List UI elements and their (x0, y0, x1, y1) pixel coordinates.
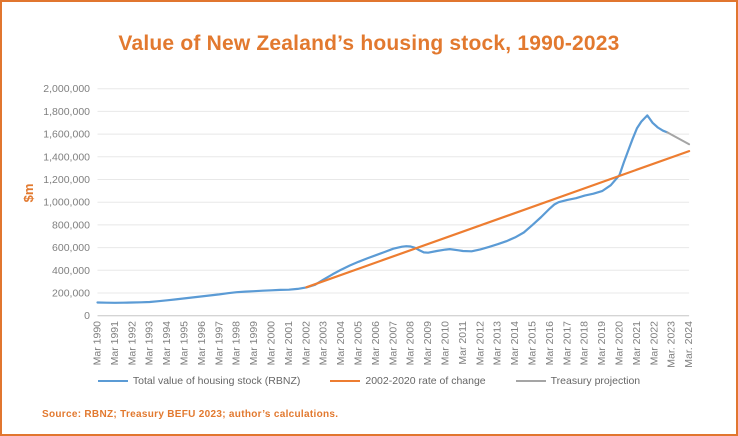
y-tick-label: 1,000,000 (43, 197, 90, 209)
y-tick-label: 600,000 (52, 242, 90, 254)
x-tick-label: Mar 2014 (509, 321, 521, 366)
legend-line-swatch-orange (330, 379, 361, 383)
y-gridlines (97, 88, 690, 317)
x-tick-label: Mar 2003 (318, 321, 330, 366)
x-tick-label: Mar 1999 (248, 321, 260, 366)
x-tick-label: Mar 1998 (231, 321, 243, 366)
x-tick-label: Mar. 2024 (683, 321, 695, 368)
y-tick-label: 1,600,000 (43, 129, 90, 141)
x-tick-label: Mar 1996 (196, 321, 208, 366)
legend-item-total-value: Total value of housing stock (RBNZ) (97, 375, 301, 387)
series-line-total-value-of-housing-stock-rbnz (96, 114, 669, 304)
y-tick-label: 200,000 (52, 288, 90, 300)
x-axis-tick-labels: Mar 1990 Mar 1991 Mar 1992 Mar 1993 Mar 1994… (92, 321, 696, 368)
series-line-2002-2020-rate-of-change (305, 150, 691, 289)
y-tick-label: 400,000 (52, 265, 90, 277)
x-tick-label: Mar 1990 (92, 321, 104, 366)
x-tick-label: Mar 1993 (144, 321, 156, 366)
y-tick-label: 1,400,000 (43, 151, 90, 163)
x-tick-label: Mar 2015 (527, 321, 539, 366)
y-tick-label: 1,800,000 (43, 106, 90, 118)
y-axis-title: $m (21, 184, 36, 203)
x-tick-label: Mar 2005 (353, 321, 365, 366)
x-tick-label: Mar 2016 (544, 321, 556, 366)
x-tick-label: Mar 2009 (422, 321, 434, 366)
legend-item-treasury-projection: Treasury projection (515, 375, 641, 387)
y-axis-tick-labels: 0 200,000 400,000 600,000 800,000 1,000,000 1,… (43, 83, 90, 322)
x-tick-label: Mar 1991 (109, 321, 121, 366)
y-tick-label: 1,200,000 (43, 174, 90, 186)
x-tick-label: Mar 2019 (596, 321, 608, 366)
x-tick-label: Mar 1994 (161, 321, 173, 366)
x-tick-label: Mar 2004 (335, 321, 347, 366)
x-tick-label: Mar 2008 (405, 321, 417, 366)
x-tick-label: Mar 2007 (387, 321, 399, 366)
x-tick-label: Mar 1997 (213, 321, 225, 366)
x-tick-label: Mar 2002 (300, 321, 312, 366)
y-tick-label: 800,000 (52, 219, 90, 231)
legend-line-swatch-gray (515, 379, 546, 383)
y-tick-label: 0 (84, 310, 90, 322)
x-tick-label: Mar 2001 (283, 321, 295, 366)
x-tick-label: Mar 2011 (457, 321, 469, 365)
legend-label: Treasury projection (550, 375, 641, 387)
x-tick-label: Mar 2018 (579, 321, 591, 366)
chart-legend: Total value of housing stock (RBNZ) 2002… (2, 375, 736, 387)
x-tick-label: Mar 2021 (631, 321, 643, 366)
legend-label: 2002-2020 rate of change (365, 375, 486, 387)
series-line-treasury-projection (666, 131, 691, 146)
x-tick-label: Mar 1995 (179, 321, 191, 366)
x-tick-label: Mar 2017 (561, 321, 573, 366)
x-tick-label: Mar 2012 (474, 321, 486, 366)
chart-title: Value of New Zealand’s housing stock, 19… (118, 32, 620, 55)
legend-line-swatch-blue (97, 379, 128, 383)
x-tick-label: Mar 2020 (614, 321, 626, 366)
x-tick-label: Mar 2013 (492, 321, 504, 366)
x-tick-label: Mar. 2023 (666, 321, 678, 368)
legend-label: Total value of housing stock (RBNZ) (132, 375, 301, 387)
x-tick-label: Mar 1992 (126, 321, 138, 366)
x-tick-label: Mar 2022 (648, 321, 660, 366)
x-tick-label: Mar 2010 (440, 321, 452, 366)
source-note: Source: RBNZ; Treasury BEFU 2023; author… (42, 409, 339, 420)
legend-item-rate-of-change: 2002-2020 rate of change (330, 375, 486, 387)
x-tick-label: Mar 2000 (266, 321, 278, 366)
y-tick-label: 2,000,000 (43, 83, 90, 95)
x-tick-label: Mar 2006 (370, 321, 382, 366)
